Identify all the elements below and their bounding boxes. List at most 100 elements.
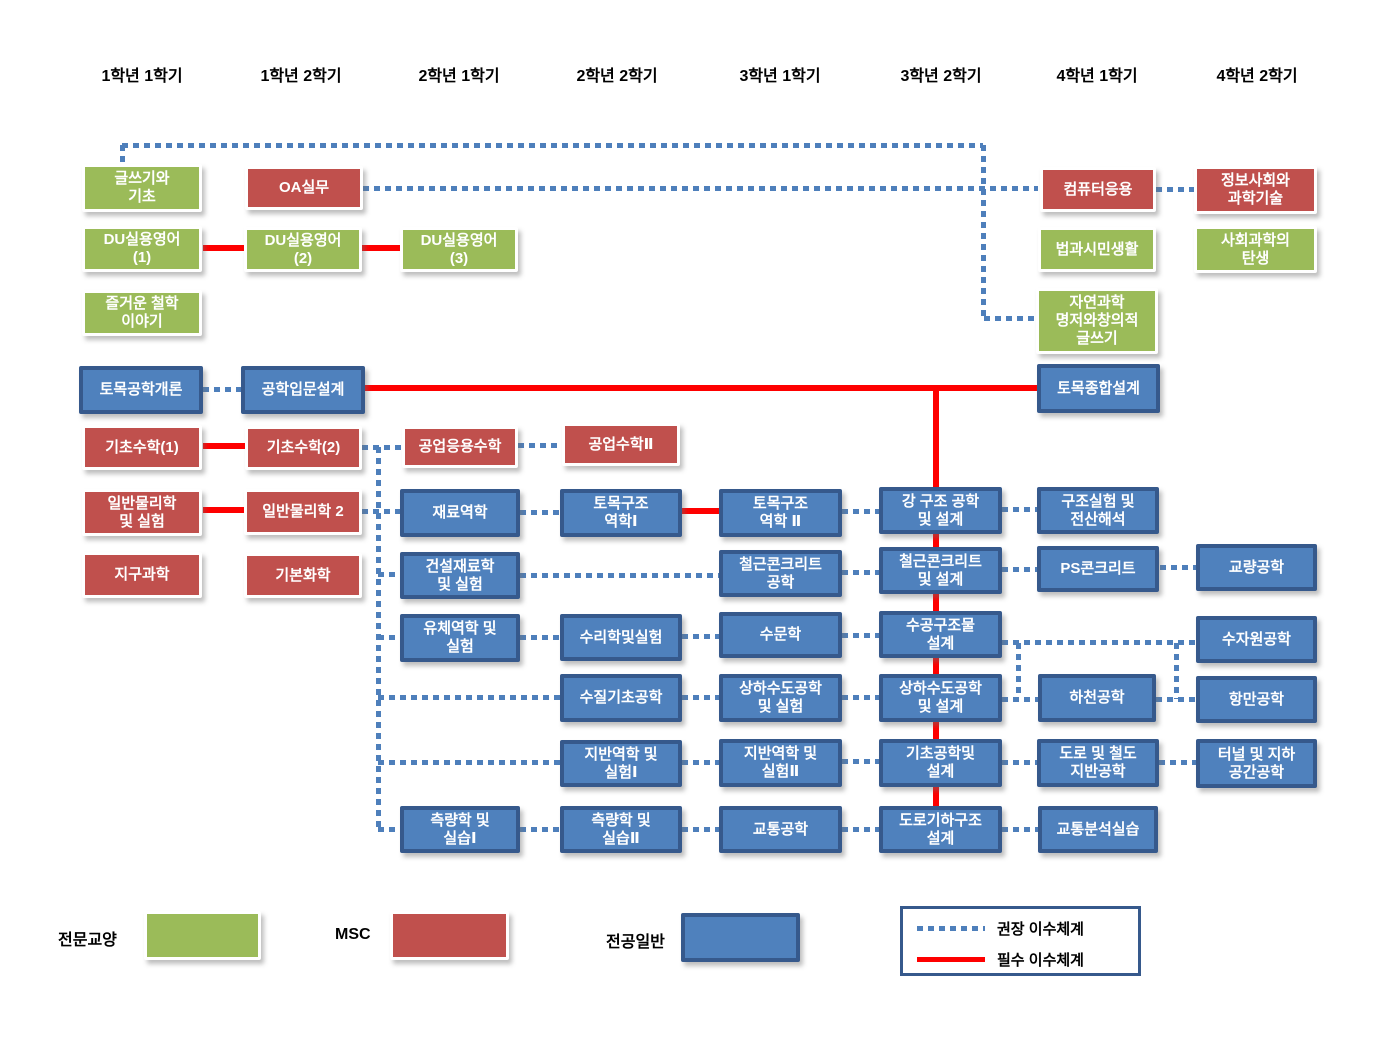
course-box: 수질기초공학 xyxy=(560,674,682,722)
legend-swatch-general xyxy=(144,911,261,960)
dotted-connector xyxy=(842,695,881,700)
dotted-connector xyxy=(1159,760,1196,765)
course-box: 도로기하구조 설계 xyxy=(879,806,1002,853)
course-box: 일반물리학 및 실험 xyxy=(82,489,202,536)
course-box: 유체역학 및 실험 xyxy=(400,614,520,662)
dotted-connector xyxy=(520,827,562,832)
course-box: 측량학 및 실습Ⅰ xyxy=(400,806,520,853)
dotted-connector xyxy=(842,570,881,575)
course-box: 항만공학 xyxy=(1196,676,1317,723)
course-box: DU실용영어 (3) xyxy=(400,227,518,272)
course-box: 기초공학및 설계 xyxy=(879,739,1002,787)
course-box: 토목종합설계 xyxy=(1037,364,1160,413)
dotted-connector xyxy=(376,447,381,831)
dotted-connector xyxy=(842,827,881,832)
course-box: 사회과학의 탄생 xyxy=(1194,226,1317,273)
required-connector xyxy=(203,443,245,449)
dotted-connector xyxy=(1002,760,1039,765)
course-box: 철근콘크리트 및 설계 xyxy=(879,547,1002,594)
course-box: 구조실험 및 전산해석 xyxy=(1037,487,1159,534)
course-box: 정보사회와 과학기술 xyxy=(1194,166,1317,214)
course-box: 수리학및실험 xyxy=(560,614,682,661)
dotted-connector xyxy=(362,445,404,450)
legend-swatch-msc xyxy=(390,911,509,960)
semester-header: 2학년 2학기 xyxy=(576,68,658,85)
course-box: 건설재료학 및 실험 xyxy=(400,552,520,599)
dotted-connector xyxy=(1174,643,1179,699)
course-box: 기본화학 xyxy=(244,553,362,598)
course-box: OA실무 xyxy=(245,166,363,210)
dotted-connector xyxy=(1002,507,1039,512)
dotted-connector xyxy=(682,634,721,639)
legend-label-major: 전공일반 xyxy=(606,934,665,951)
dotted-connector xyxy=(1002,697,1038,702)
course-box: 공업수학Ⅱ xyxy=(562,423,680,466)
course-box: 하천공학 xyxy=(1038,674,1156,722)
course-box: 수공구조물 설계 xyxy=(879,611,1002,658)
dotted-connector xyxy=(378,572,402,577)
dotted-connector xyxy=(682,695,721,700)
legend-line-box xyxy=(900,906,1141,976)
dotted-connector xyxy=(378,695,562,700)
legend-label-msc: MSC xyxy=(335,926,371,943)
course-box: 공업응용수학 xyxy=(402,426,518,468)
course-box: DU실용영어 (1) xyxy=(82,226,202,272)
course-box: 일반물리학 2 xyxy=(244,489,362,535)
course-box: 상하수도공학 및 실험 xyxy=(719,674,842,722)
dotted-connector xyxy=(122,143,983,148)
course-box: 도로 및 철도 지반공학 xyxy=(1037,739,1159,787)
course-box: 수문학 xyxy=(719,612,842,658)
course-box: 공학입문설계 xyxy=(241,366,365,414)
semester-header: 3학년 2학기 xyxy=(900,68,982,85)
course-box: 자연과학 명저와창의적 글쓰기 xyxy=(1036,288,1158,354)
dotted-connector xyxy=(363,186,1038,191)
course-box: DU실용영어 (2) xyxy=(244,227,362,272)
semester-header: 4학년 2학기 xyxy=(1216,68,1298,85)
legend-label-required: 필수 이수체계 xyxy=(997,952,1084,969)
course-box: 글쓰기와 기초 xyxy=(82,164,202,212)
dotted-connector xyxy=(1156,697,1196,702)
course-box: 터널 및 지하 공간공학 xyxy=(1196,739,1317,788)
dotted-connector xyxy=(520,635,562,640)
legend-label-recommended: 권장 이수체계 xyxy=(997,921,1084,938)
dotted-connector xyxy=(1160,565,1198,570)
semester-header: 3학년 1학기 xyxy=(739,68,821,85)
course-box: 재료역학 xyxy=(400,489,520,537)
course-box: 지반역학 및 실험Ⅱ xyxy=(719,739,842,787)
course-box: 기초수학(1) xyxy=(82,425,202,470)
dotted-connector xyxy=(378,760,562,765)
dotted-connector xyxy=(842,633,881,638)
dotted-connector xyxy=(378,827,402,832)
dotted-connector xyxy=(842,509,881,514)
legend-solid-line-sample xyxy=(917,957,985,962)
required-connector xyxy=(363,385,1037,391)
course-box: 측량학 및 실습Ⅱ xyxy=(560,806,682,853)
course-box: 토목구조 역학 Ⅱ xyxy=(719,489,842,537)
course-box: PS콘크리트 xyxy=(1037,546,1159,592)
course-box: 상하수도공학 및 설계 xyxy=(879,674,1002,722)
dotted-connector xyxy=(1002,640,1196,645)
dotted-connector xyxy=(682,827,721,832)
course-box: 토목구조 역학Ⅰ xyxy=(560,489,682,537)
course-box: 강 구조 공학 및 설계 xyxy=(879,487,1002,534)
dotted-connector xyxy=(1002,827,1039,832)
course-box: 컴퓨터응용 xyxy=(1040,167,1156,212)
dotted-connector xyxy=(1002,567,1039,572)
dotted-connector xyxy=(203,387,243,392)
dotted-connector xyxy=(981,145,986,318)
course-box: 즐거운 철학 이야기 xyxy=(82,290,202,336)
required-connector xyxy=(933,388,939,808)
legend-dotted-line-sample xyxy=(917,926,985,931)
dotted-connector xyxy=(984,316,1036,321)
dotted-connector xyxy=(518,443,562,448)
course-box: 교통분석실습 xyxy=(1038,806,1158,853)
dotted-connector xyxy=(120,145,125,165)
legend-label-general: 전문교양 xyxy=(58,932,117,949)
semester-header: 1학년 1학기 xyxy=(101,68,183,85)
required-connector xyxy=(362,245,402,251)
semester-header: 2학년 1학기 xyxy=(418,68,500,85)
dotted-connector xyxy=(520,573,721,578)
course-box: 교통공학 xyxy=(719,806,842,853)
course-box: 법과시민생활 xyxy=(1038,227,1156,272)
